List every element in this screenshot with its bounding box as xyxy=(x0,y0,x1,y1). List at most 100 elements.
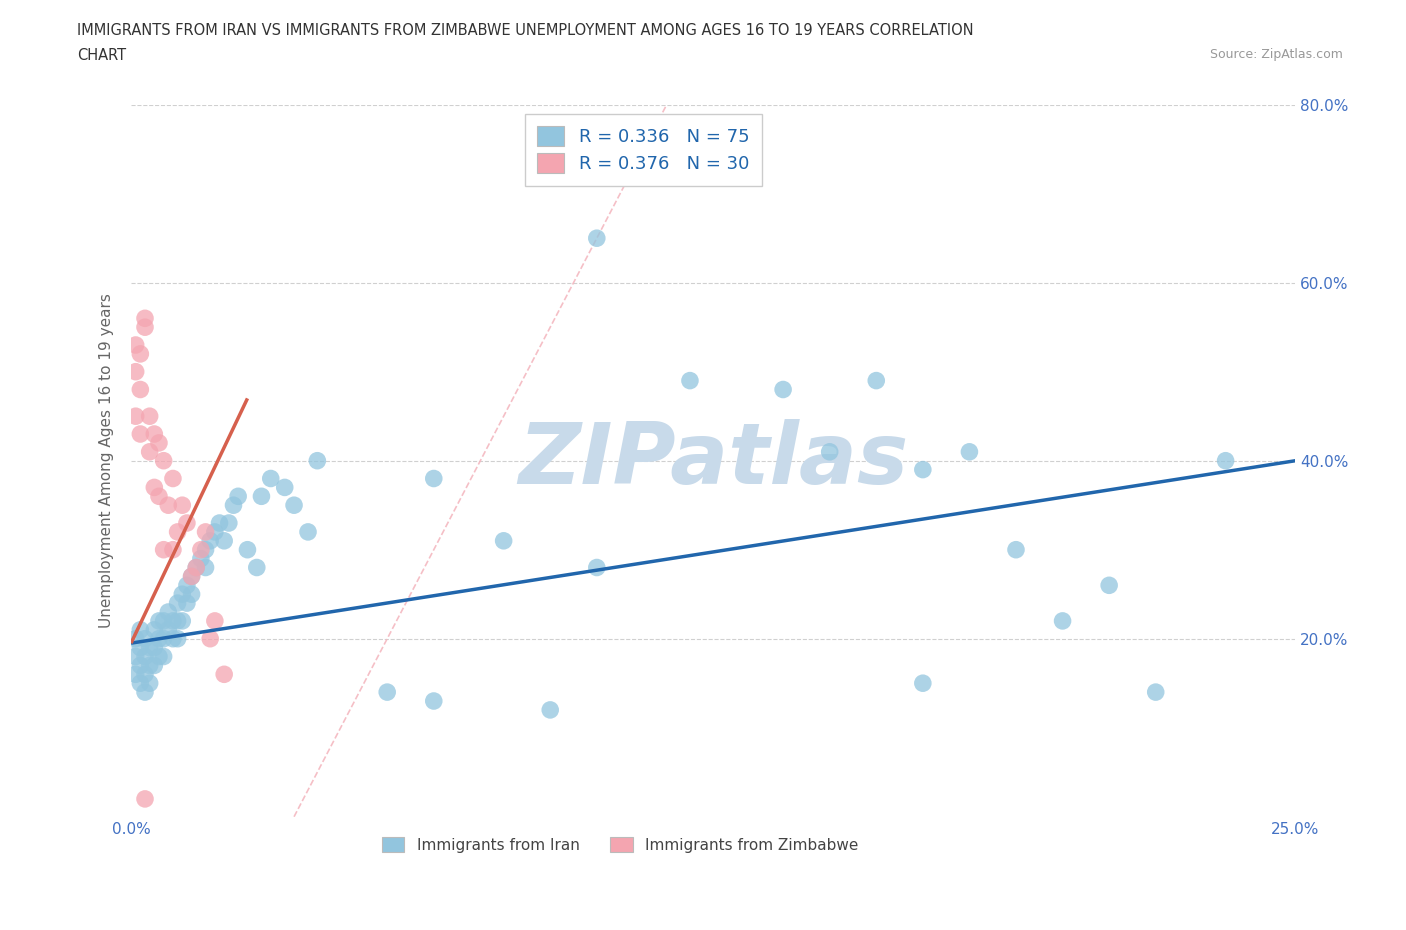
Point xyxy=(190,542,212,557)
Point xyxy=(134,311,156,325)
Point xyxy=(157,622,180,637)
Point xyxy=(125,338,148,352)
Point xyxy=(152,614,174,629)
Point xyxy=(957,445,980,459)
Point xyxy=(138,445,160,459)
Point xyxy=(186,560,208,575)
Point xyxy=(134,684,156,699)
Point xyxy=(148,435,170,450)
Point xyxy=(138,640,160,655)
Point xyxy=(152,542,174,557)
Point xyxy=(250,489,273,504)
Point xyxy=(423,694,446,709)
Point xyxy=(772,382,794,397)
Point xyxy=(129,622,152,637)
Point xyxy=(134,320,156,335)
Point xyxy=(1215,453,1237,468)
Point xyxy=(222,498,245,512)
Point xyxy=(200,534,222,549)
Point xyxy=(200,631,222,646)
Point xyxy=(152,453,174,468)
Point xyxy=(166,631,188,646)
Point xyxy=(166,614,188,629)
Point xyxy=(283,498,305,512)
Point xyxy=(865,373,887,388)
Point xyxy=(246,560,269,575)
Point xyxy=(911,462,934,477)
Point xyxy=(194,542,217,557)
Point xyxy=(134,791,156,806)
Point xyxy=(125,409,148,424)
Point xyxy=(492,534,515,549)
Point xyxy=(129,427,152,442)
Point xyxy=(125,649,148,664)
Point xyxy=(212,667,235,682)
Point xyxy=(125,667,148,682)
Point xyxy=(143,658,166,672)
Point xyxy=(172,587,194,602)
Point xyxy=(148,631,170,646)
Point xyxy=(176,596,198,611)
Point xyxy=(204,614,226,629)
Point xyxy=(148,489,170,504)
Point xyxy=(162,614,184,629)
Point xyxy=(186,560,208,575)
Point xyxy=(172,614,194,629)
Point xyxy=(125,631,148,646)
Point xyxy=(274,480,297,495)
Text: IMMIGRANTS FROM IRAN VS IMMIGRANTS FROM ZIMBABWE UNEMPLOYMENT AMONG AGES 16 TO 1: IMMIGRANTS FROM IRAN VS IMMIGRANTS FROM … xyxy=(77,23,974,38)
Point xyxy=(180,587,202,602)
Point xyxy=(1098,578,1121,592)
Point xyxy=(307,453,329,468)
Point xyxy=(129,640,152,655)
Point xyxy=(172,498,194,512)
Point xyxy=(226,489,249,504)
Point xyxy=(134,631,156,646)
Text: CHART: CHART xyxy=(77,48,127,63)
Point xyxy=(538,702,561,717)
Point xyxy=(166,525,188,539)
Point xyxy=(190,551,212,566)
Point xyxy=(176,578,198,592)
Point xyxy=(1052,614,1074,629)
Point xyxy=(208,515,231,530)
Point xyxy=(218,515,240,530)
Point xyxy=(143,480,166,495)
Point xyxy=(157,498,180,512)
Point xyxy=(911,676,934,691)
Point xyxy=(143,427,166,442)
Point xyxy=(162,542,184,557)
Point xyxy=(148,614,170,629)
Point xyxy=(152,631,174,646)
Point xyxy=(423,472,446,486)
Point xyxy=(585,231,607,246)
Point xyxy=(212,534,235,549)
Legend: Immigrants from Iran, Immigrants from Zimbabwe: Immigrants from Iran, Immigrants from Zi… xyxy=(375,830,865,859)
Point xyxy=(125,365,148,379)
Point xyxy=(180,569,202,584)
Point xyxy=(148,649,170,664)
Point xyxy=(194,525,217,539)
Point xyxy=(1144,684,1167,699)
Point xyxy=(129,382,152,397)
Point xyxy=(260,472,283,486)
Text: Source: ZipAtlas.com: Source: ZipAtlas.com xyxy=(1209,48,1343,61)
Point xyxy=(162,631,184,646)
Point xyxy=(176,515,198,530)
Point xyxy=(129,658,152,672)
Text: ZIPatlas: ZIPatlas xyxy=(519,419,908,502)
Point xyxy=(152,649,174,664)
Point xyxy=(1005,542,1028,557)
Point xyxy=(585,560,607,575)
Point xyxy=(180,569,202,584)
Point xyxy=(134,667,156,682)
Point xyxy=(166,596,188,611)
Point xyxy=(679,373,702,388)
Point xyxy=(204,525,226,539)
Point xyxy=(157,604,180,619)
Point xyxy=(236,542,259,557)
Point xyxy=(129,347,152,362)
Point xyxy=(143,640,166,655)
Point xyxy=(134,649,156,664)
Point xyxy=(138,409,160,424)
